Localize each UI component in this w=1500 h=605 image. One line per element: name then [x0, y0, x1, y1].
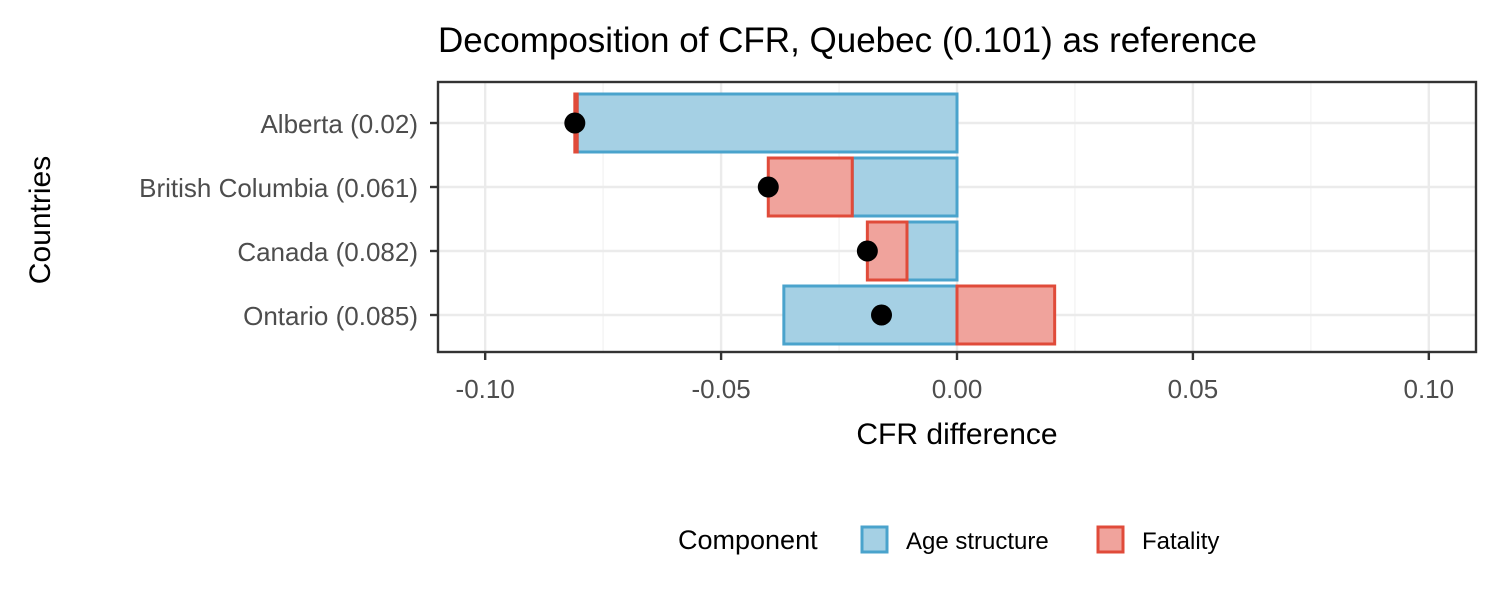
y-tick-label: Alberta (0.02) [260, 109, 418, 139]
bars-group [573, 92, 1057, 346]
legend-label: Age structure [906, 528, 1049, 555]
y-axis-title: Countries [24, 156, 57, 284]
bar-age-structure [905, 220, 959, 282]
total-point [856, 240, 878, 262]
total-points-group [564, 112, 893, 326]
total-point [871, 304, 893, 326]
total-point [757, 176, 779, 198]
x-tick-label: 0.05 [1168, 374, 1219, 404]
legend-key-fatality [1096, 525, 1125, 554]
x-tick-label: 0.10 [1404, 374, 1455, 404]
bar-fatality [955, 284, 1057, 346]
axes-group: -0.10 -0.05 0.00 0.05 0.10 Alberta (0.02) Brit… [139, 80, 1478, 404]
legend-title: Component [678, 525, 818, 555]
x-tick-label: -0.10 [456, 374, 515, 404]
chart-title: Decomposition of CFR, Quebec (0.101) as … [438, 21, 1257, 60]
bar-age-structure [850, 156, 959, 218]
y-tick-label: Canada (0.082) [237, 237, 418, 267]
bar-age-structure [782, 284, 959, 346]
legend-label: Fatality [1142, 528, 1219, 555]
bar-fatality [766, 156, 854, 218]
total-point [564, 112, 586, 134]
x-tick-label: -0.05 [691, 374, 750, 404]
legend-key-age-structure [860, 525, 889, 554]
y-tick-label: British Columbia (0.061) [139, 173, 418, 203]
y-tick-label: Ontario (0.085) [243, 301, 418, 331]
x-axis-title: CFR difference [856, 418, 1057, 451]
legend: Component Age structure Fatality [678, 525, 1219, 555]
bar-age-structure [575, 92, 959, 154]
x-tick-label: 0.00 [932, 374, 983, 404]
